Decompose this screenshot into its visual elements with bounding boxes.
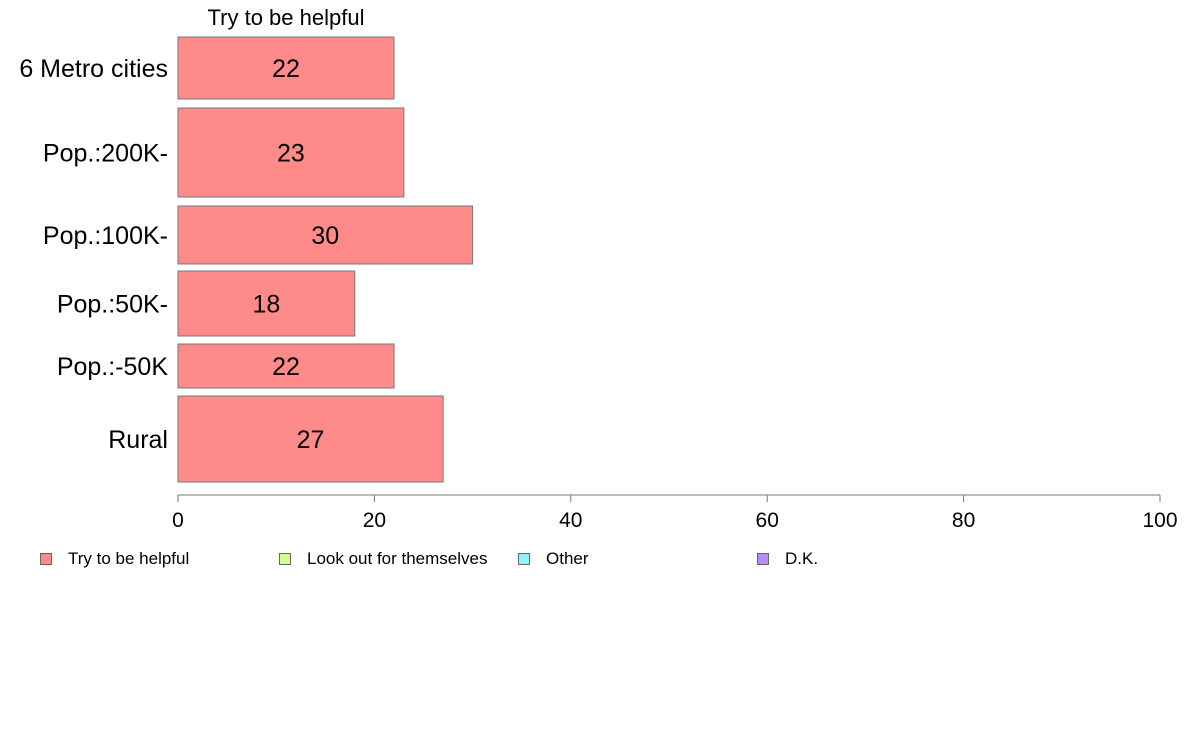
legend-swatch xyxy=(40,553,52,565)
bar-value-label: 22 xyxy=(272,55,300,83)
bar-pop-100k xyxy=(177,205,474,265)
category-label-pop-100k: Pop.:100K- xyxy=(43,222,168,250)
bar-value-label: 18 xyxy=(252,291,280,319)
bar-value-label: 30 xyxy=(311,222,339,250)
bar-value-label: 23 xyxy=(277,140,305,168)
legend-swatch xyxy=(279,553,291,565)
legend-item-other: Other xyxy=(518,548,589,570)
legend-item-dk: D.K. xyxy=(757,548,818,570)
bar-rural xyxy=(177,395,444,483)
legend-swatch xyxy=(757,553,769,565)
category-label-pop-50k: Pop.:50K- xyxy=(57,291,168,319)
bars-layer: 22 6 Metro cities 23 Pop.:200K- 30 Pop.:100K-… xyxy=(19,36,474,483)
bar-pop-50k xyxy=(177,343,395,389)
category-label-rural: Rural xyxy=(108,426,168,454)
legend-label: Look out for themselves xyxy=(307,549,488,568)
bar-pop-200k xyxy=(177,107,405,198)
x-tick-label: 0 xyxy=(172,509,184,532)
category-label-6-metro-cities: 6 Metro cities xyxy=(19,55,168,83)
category-label-pop-200k: Pop.:200K- xyxy=(43,140,168,168)
x-tick-label: 60 xyxy=(756,509,779,532)
bar-value-label: 22 xyxy=(272,353,300,381)
legend-item-try-to-be-helpful: Try to be helpful xyxy=(40,548,189,570)
x-tick-label: 80 xyxy=(952,509,975,532)
x-tick-label: 20 xyxy=(363,509,386,532)
chart-title: Try to be helpful xyxy=(208,5,365,30)
x-tick-label: 100 xyxy=(1142,509,1177,532)
legend-label: Other xyxy=(546,549,589,568)
bar-value-label: 27 xyxy=(297,426,325,454)
legend-swatch xyxy=(518,553,530,565)
bar-6-metro-cities xyxy=(177,36,395,100)
legend-item-look-out-for-themselves: Look out for themselves xyxy=(279,548,487,570)
x-tick-label: 40 xyxy=(559,509,582,532)
legend-label: D.K. xyxy=(785,549,819,568)
bar-pop-50k xyxy=(177,270,356,337)
legend: Try to be helpful Look out for themselve… xyxy=(0,548,1188,572)
x-axis: 0 20 40 60 80 100 xyxy=(172,494,1178,532)
legend-label: Try to be helpful xyxy=(68,549,190,568)
category-label-pop-50k: Pop.:-50K xyxy=(57,353,169,381)
